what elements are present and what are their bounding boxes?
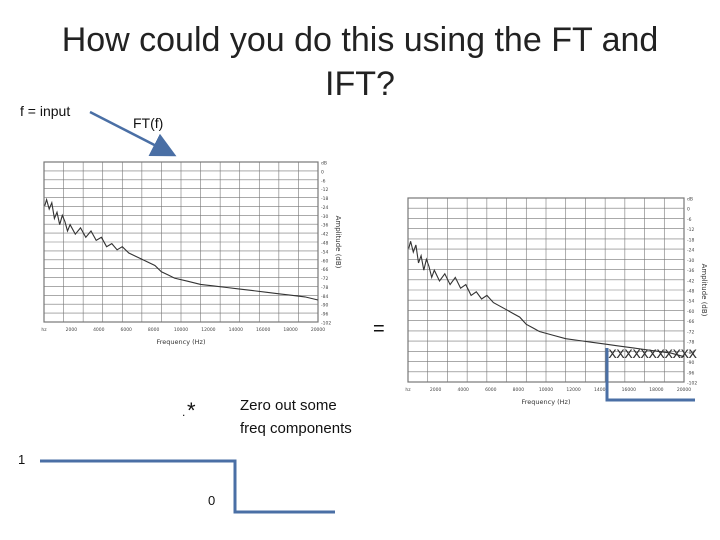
y-tick-label: -60 xyxy=(321,258,328,264)
y-tick-label: -48 xyxy=(321,241,328,247)
x-tick-label: 20000 xyxy=(677,387,691,393)
y-tick-label: -30 xyxy=(321,214,328,220)
mask-cutoff-overlay xyxy=(605,348,695,402)
y-tick-label: -78 xyxy=(687,340,694,346)
y-tick-label: -54 xyxy=(321,249,328,255)
y-tick-label: -90 xyxy=(321,303,328,309)
y-tick-label: -84 xyxy=(321,294,328,300)
y-tick-label: -60 xyxy=(687,309,694,315)
y-tick-label: 0 xyxy=(321,169,324,175)
y-tick-label: -84 xyxy=(687,350,694,356)
spectrum-curve xyxy=(408,241,685,358)
y-tick-label: -72 xyxy=(321,276,328,282)
input-label: f = input xyxy=(20,103,71,119)
x-tick-label: 18000 xyxy=(649,387,663,393)
note-line-2: freq components xyxy=(240,420,352,437)
x-tick-label: 16000 xyxy=(622,387,636,393)
x-tick-label: 20000 xyxy=(311,327,325,333)
x-axis-label: Frequency (Hz) xyxy=(521,398,570,406)
y-tick-label: -96 xyxy=(687,370,694,376)
x-tick-label: 10000 xyxy=(539,387,553,393)
slide-title: How could you do this using the FT and I… xyxy=(60,18,660,106)
x-tick-label: 8000 xyxy=(513,387,525,393)
y-tick-label: -90 xyxy=(687,360,694,366)
multiply-dot: . xyxy=(182,405,186,419)
y-tick-label: -6 xyxy=(687,217,692,223)
y-tick-label: -48 xyxy=(687,289,694,295)
mask-low-label: 0 xyxy=(208,493,216,508)
y-tick-label: -6 xyxy=(321,178,326,184)
y-tick-label: -54 xyxy=(687,299,694,305)
y-tick-label: -42 xyxy=(687,278,694,284)
x-tick-label: 14000 xyxy=(229,327,243,333)
x-tick-label: 2000 xyxy=(66,327,78,333)
x-tick-label: 14000 xyxy=(594,387,608,393)
x-tick-label: 12000 xyxy=(566,387,580,393)
y-tick-label: -24 xyxy=(687,248,694,254)
y-tick-label: -72 xyxy=(687,329,694,335)
y-tick-label: -66 xyxy=(321,267,328,273)
x-tick-label: 8000 xyxy=(148,327,160,333)
y-tick-label: dB xyxy=(687,197,693,203)
note-line-1: Zero out some xyxy=(240,397,337,414)
y-tick-label: -12 xyxy=(321,187,328,193)
y-axis-label: Amplitude (dB) xyxy=(700,264,708,317)
multiply-sign: * xyxy=(187,398,196,423)
y-tick-label: -12 xyxy=(687,227,694,233)
zeroed-frequency-marks: xxxxxxxxxxx xyxy=(608,344,697,362)
mask-step-function xyxy=(40,459,335,514)
x-tick-label: 4000 xyxy=(93,327,105,333)
y-tick-label: -42 xyxy=(321,232,328,238)
spectrum-curve xyxy=(44,197,319,301)
y-tick-label: dB xyxy=(321,161,327,167)
y-tick-label: -36 xyxy=(687,268,694,274)
x-tick-label: 18000 xyxy=(283,327,297,333)
y-tick-label: -18 xyxy=(321,196,328,202)
mask-high-label: 1 xyxy=(18,452,26,467)
arrow-icon xyxy=(89,110,177,157)
y-tick-label: -18 xyxy=(687,237,694,243)
y-tick-label: -66 xyxy=(687,319,694,325)
y-axis-label: Amplitude (dB) xyxy=(334,216,342,269)
x-tick-label: 16000 xyxy=(256,327,270,333)
y-tick-label: -102 xyxy=(321,321,331,327)
x-axis-label: Frequency (Hz) xyxy=(156,338,205,346)
y-tick-label: -102 xyxy=(687,381,697,387)
ft-label: FT(f) xyxy=(133,115,164,131)
y-tick-label: 0 xyxy=(687,207,690,213)
x-tick-label: hz xyxy=(41,327,47,333)
y-tick-label: -36 xyxy=(321,223,328,229)
x-tick-label: 2000 xyxy=(430,387,442,393)
y-tick-label: -30 xyxy=(687,258,694,264)
x-tick-label: 6000 xyxy=(120,327,132,333)
spectrum-plot-filtered: dB 0 -6 -12 -18 -24 -30 -36 -42 -48 -54 -60 -66 -72 -7… xyxy=(400,194,712,418)
zero-out-note: Zero out some freq components xyxy=(240,394,352,440)
x-tick-label: hz xyxy=(405,387,411,393)
x-tick-label: 4000 xyxy=(457,387,469,393)
x-tick-label: 6000 xyxy=(485,387,497,393)
x-tick-label: 12000 xyxy=(201,327,215,333)
y-tick-label: -78 xyxy=(321,285,328,291)
spectrum-plot-input: dB 0 -6 -12 -18 -24 -30 -36 -42 -48 -54 -60 -66 -72 -7… xyxy=(36,158,346,358)
y-tick-label: -96 xyxy=(321,312,328,318)
x-tick-label: 10000 xyxy=(174,327,188,333)
equals-sign: = xyxy=(373,318,385,340)
title-line-2: IFT? xyxy=(325,65,395,103)
title-line-1: How could you do this using the FT and xyxy=(61,21,659,59)
y-tick-label: -24 xyxy=(321,205,328,211)
